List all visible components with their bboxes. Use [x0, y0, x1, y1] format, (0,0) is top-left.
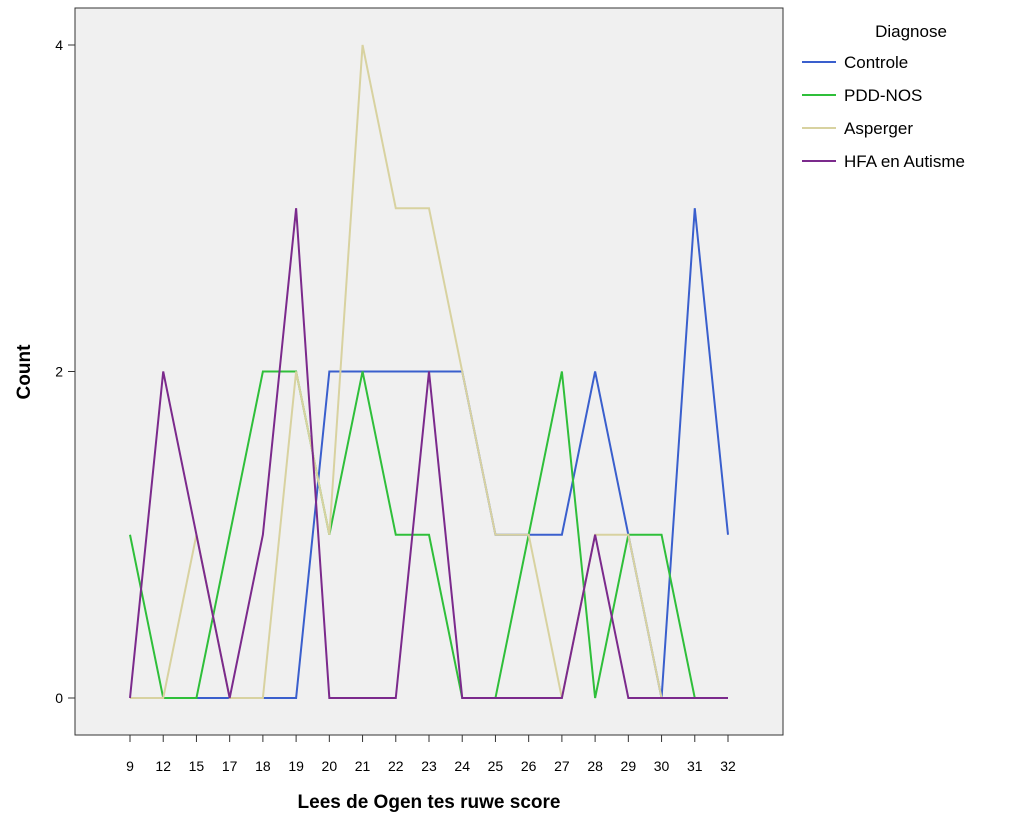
x-tick-label: 24: [454, 758, 470, 774]
series-lines: [129, 44, 729, 699]
x-axis: 9 12 15 17 18 19 20 21 22 23 24 25 26 27 28 29 30 31 32: [126, 735, 736, 774]
y-tick-label: 0: [55, 690, 63, 706]
x-tick-label: 27: [554, 758, 570, 774]
x-tick-label: 29: [621, 758, 637, 774]
x-tick-label: 28: [587, 758, 603, 774]
x-tick-label: 31: [687, 758, 703, 774]
x-tick-label: 12: [155, 758, 171, 774]
y-tick-label: 4: [55, 37, 63, 53]
x-tick-label: 30: [654, 758, 670, 774]
y-axis-title: Count: [14, 344, 35, 400]
x-tick-label: 32: [720, 758, 736, 774]
legend-label: HFA en Autisme: [844, 152, 965, 171]
x-tick-label: 22: [388, 758, 404, 774]
x-tick-label: 17: [222, 758, 238, 774]
series-line-hfa-en-autisme: [129, 208, 728, 699]
legend-label: Asperger: [844, 119, 913, 138]
x-tick-label: 18: [255, 758, 271, 774]
legend: Diagnose Controle PDD-NOS Asperger HFA en A…: [802, 22, 965, 171]
x-axis-title: Lees de Ogen tes ruwe score: [298, 792, 561, 813]
x-tick-label: 19: [288, 758, 304, 774]
legend-title: Diagnose: [875, 22, 947, 41]
x-tick-label: 20: [322, 758, 338, 774]
x-tick-label: 25: [488, 758, 504, 774]
x-tick-label: 21: [355, 758, 371, 774]
x-tick-label: 23: [421, 758, 437, 774]
legend-label: PDD-NOS: [844, 86, 922, 105]
x-tick-label: 9: [126, 758, 134, 774]
legend-label: Controle: [844, 53, 908, 72]
y-axis: 0 2 4: [55, 37, 75, 706]
x-tick-label: 15: [189, 758, 205, 774]
x-tick-label: 26: [521, 758, 537, 774]
y-tick-label: 2: [55, 364, 63, 380]
